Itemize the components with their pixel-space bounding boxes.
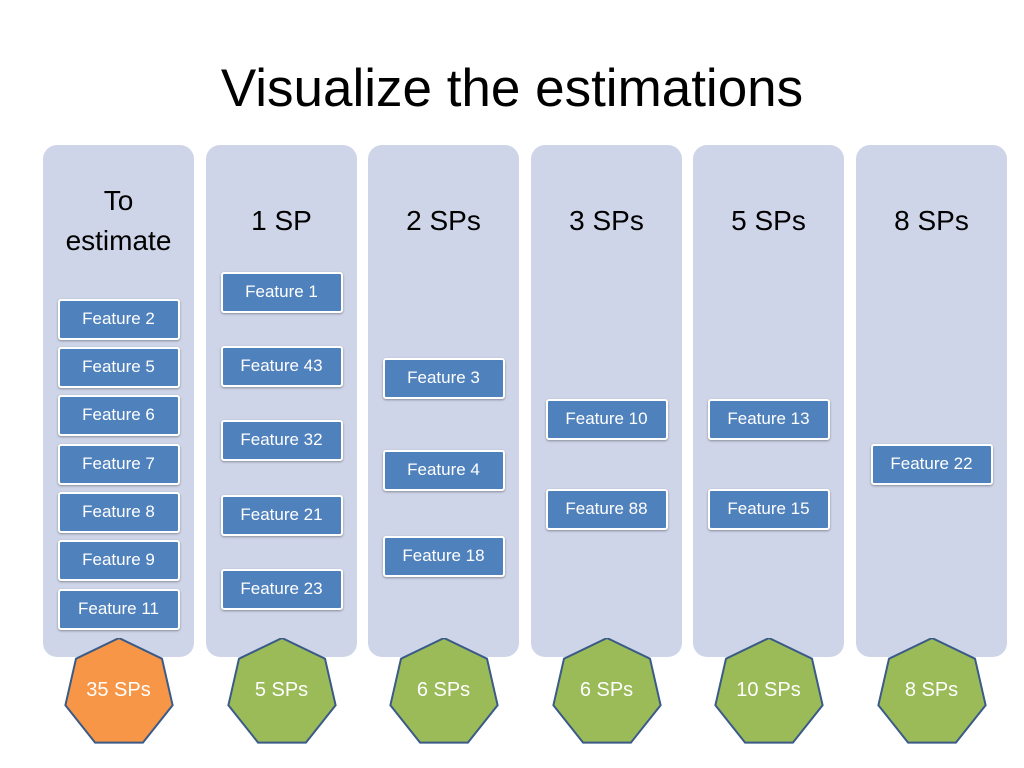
- column-1-sp: 1 SP Feature 1 Feature 43 Feature 32 Feature…: [206, 145, 357, 657]
- column-header: To estimate: [43, 181, 194, 261]
- column-header: 3 SPs: [531, 201, 682, 241]
- column-header-line: estimate: [65, 225, 172, 256]
- heptagon-fill: [876, 638, 987, 744]
- column-header-line: 2 SPs: [406, 205, 481, 236]
- feature-card[interactable]: Feature 32: [220, 419, 343, 461]
- feature-card[interactable]: Feature 88: [545, 488, 668, 530]
- column-header: 1 SP: [206, 201, 357, 241]
- column-header: 8 SPs: [856, 201, 1007, 241]
- heptagon-shape: [63, 638, 174, 744]
- column-header-line: 3 SPs: [569, 205, 644, 236]
- column-header: 5 SPs: [693, 201, 844, 241]
- total-label: 6 SPs: [579, 678, 634, 701]
- column-header-line: 5 SPs: [731, 205, 806, 236]
- slide-title: Visualize the estimations: [220, 59, 804, 118]
- feature-card[interactable]: Feature 5: [57, 346, 180, 388]
- feature-card[interactable]: Feature 15: [707, 488, 830, 530]
- total-badge: 10 SPs: [707, 638, 831, 746]
- heptagon-shape: [551, 638, 662, 744]
- column-2-sps: 2 SPs Feature 3 Feature 4 Feature 18: [368, 145, 519, 657]
- column-to-estimate: To estimate Feature 2 Feature 5 Feature 6 Fea…: [43, 145, 194, 657]
- feature-card[interactable]: Feature 13: [707, 398, 830, 440]
- heptagon-fill: [551, 638, 662, 744]
- total-label: 5 SPs: [254, 678, 309, 701]
- total-label: 6 SPs: [416, 678, 471, 701]
- total-label: 10 SPs: [736, 678, 801, 701]
- total-label: 8 SPs: [904, 678, 959, 701]
- heptagon-fill: [388, 638, 499, 744]
- feature-card[interactable]: Feature 23: [220, 568, 343, 610]
- column-header-line: 1 SP: [251, 205, 312, 236]
- total-label: 35 SPs: [86, 678, 151, 701]
- feature-card[interactable]: Feature 6: [57, 394, 180, 436]
- feature-card[interactable]: Feature 3: [382, 357, 505, 399]
- column-5-sps: 5 SPs Feature 13 Feature 15: [693, 145, 844, 657]
- total-badge: 5 SPs: [220, 638, 344, 746]
- total-badge: 8 SPs: [870, 638, 994, 746]
- column-3-sps: 3 SPs Feature 10 Feature 88: [531, 145, 682, 657]
- feature-card[interactable]: Feature 2: [57, 298, 180, 340]
- column-header-line: 8 SPs: [894, 205, 969, 236]
- heptagon-shape: [876, 638, 987, 744]
- heptagon-fill: [713, 638, 824, 744]
- heptagon-shape: [388, 638, 499, 744]
- feature-card[interactable]: Feature 4: [382, 449, 505, 491]
- total-badge: 6 SPs: [545, 638, 669, 746]
- feature-card[interactable]: Feature 1: [220, 271, 343, 313]
- total-badge: 35 SPs: [57, 638, 181, 746]
- feature-card[interactable]: Feature 18: [382, 535, 505, 577]
- feature-card[interactable]: Feature 7: [57, 443, 180, 485]
- feature-card[interactable]: Feature 11: [57, 588, 180, 630]
- heptagon-fill: [63, 638, 174, 744]
- feature-card[interactable]: Feature 43: [220, 345, 343, 387]
- heptagon-shape: [713, 638, 824, 744]
- column-header: 2 SPs: [368, 201, 519, 241]
- feature-card[interactable]: Feature 10: [545, 398, 668, 440]
- feature-card[interactable]: Feature 22: [870, 443, 993, 485]
- column-header-line: To: [103, 185, 134, 216]
- feature-card[interactable]: Feature 9: [57, 539, 180, 581]
- feature-card[interactable]: Feature 21: [220, 494, 343, 536]
- feature-card[interactable]: Feature 8: [57, 491, 180, 533]
- total-badge: 6 SPs: [382, 638, 506, 746]
- heptagon-fill: [226, 638, 337, 744]
- heptagon-shape: [226, 638, 337, 744]
- column-8-sps: 8 SPs Feature 22: [856, 145, 1007, 657]
